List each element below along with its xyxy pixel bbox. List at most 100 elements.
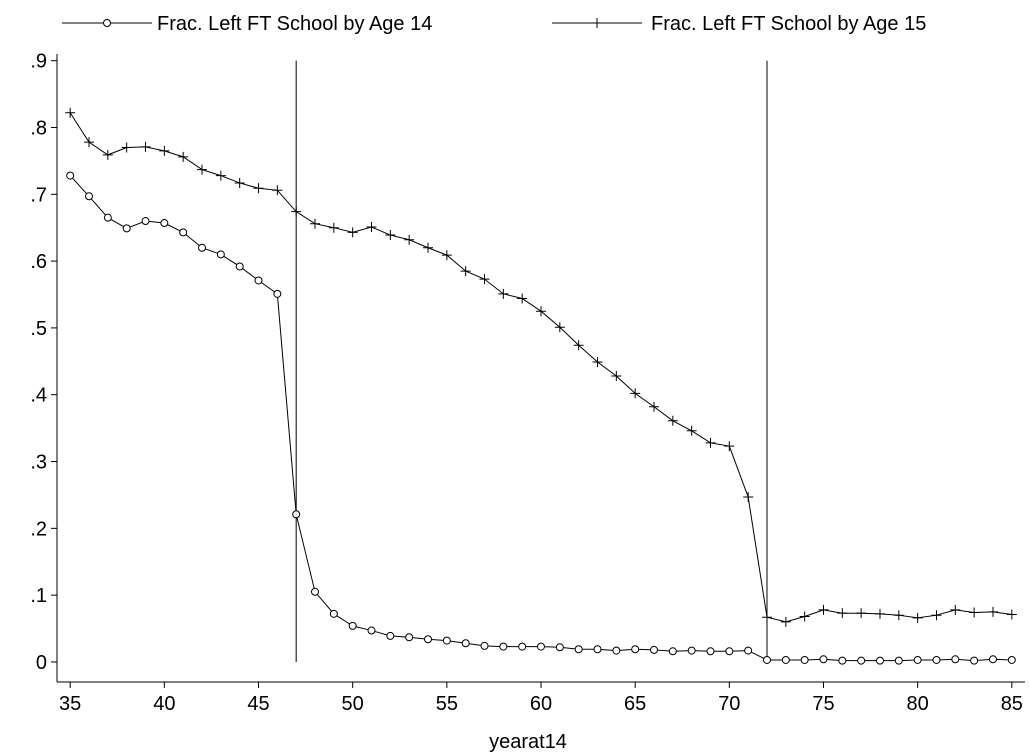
data-point [762,655,771,664]
x-tick-label: 60 [530,693,552,715]
data-point [667,415,678,426]
data-point [686,425,697,436]
data-point [424,635,433,644]
y-tick-label: .7 [30,184,47,206]
data-point [310,218,321,229]
data-point [234,177,245,188]
data-point [272,185,283,196]
data-point [179,228,188,237]
data-point [198,243,207,252]
data-point [328,222,339,233]
data-point [724,441,735,452]
data-point [499,642,508,651]
data-point [593,645,602,654]
data-point [912,612,923,623]
data-point [178,151,189,162]
data-point [725,647,734,656]
data-point [874,608,885,619]
data-point [932,655,941,664]
data-point [216,250,225,259]
data-point [85,192,94,201]
legend: Frac. Left FT School by Age 14 Frac. Lef… [62,13,926,35]
data-point [254,276,263,285]
data-point [140,141,151,152]
x-tick-label: 35 [59,693,81,715]
data-point [386,631,395,640]
data-point [273,289,282,298]
data-point [348,621,357,630]
data-point [668,647,677,656]
data-point [573,340,584,351]
data-point [744,646,753,655]
data-point [555,643,564,652]
data-point [970,656,979,665]
data-point [611,371,622,382]
data-point [461,639,470,648]
data-point [102,149,113,160]
data-point [121,142,132,153]
data-point [405,633,414,642]
data-point [423,242,434,253]
data-point [367,626,376,635]
x-tick-label: 85 [1001,693,1023,715]
data-point [592,356,603,367]
reference-lines [295,60,768,662]
data-point [648,401,659,412]
x-tick-label: 50 [342,693,364,715]
x-tick-label: 40 [153,693,175,715]
data-point [291,206,302,217]
data-point [987,606,998,617]
data-point [612,646,621,655]
data-point [480,641,489,650]
legend-marker-plus [592,18,602,28]
data-point [141,217,150,226]
legend-label-age14: Frac. Left FT School by Age 14 [157,13,432,35]
series-age15 [65,107,1017,627]
data-point [537,642,545,651]
data-point [442,636,451,645]
data-point [649,645,658,654]
series-group [65,107,1017,665]
data-point [215,170,226,181]
data-point [931,610,942,621]
x-axis-label: yearat14 [489,731,567,752]
x-tick-label: 65 [624,693,646,715]
data-point [498,288,509,299]
data-point [479,274,490,285]
data-point [838,656,847,665]
data-point [554,322,565,333]
x-tick-label: 80 [907,693,929,715]
data-point [235,262,244,271]
data-point [311,587,320,596]
data-point [253,183,264,194]
data-point [856,608,867,619]
data-point [329,609,338,618]
data-point [687,646,696,655]
x-tick-label: 55 [436,693,458,715]
data-point [743,491,754,502]
data-point [951,655,960,664]
data-point [518,642,527,651]
axes: 0 .1 .2 .3 .4 .5 .6 .7 .8 .9 35 40 45 50 55 60 65 70 75 80 8… [30,51,1025,715]
data-point [893,610,904,621]
y-tick-label: .9 [30,51,47,73]
legend-entry-age14: Frac. Left FT School by Age 14 [62,13,432,35]
y-tick-label: .3 [30,452,47,474]
y-tick-label: 0 [36,652,47,674]
data-point [799,611,810,622]
data-point [819,655,828,664]
data-point [103,213,112,222]
y-tick-label: .8 [30,117,47,139]
data-point [366,222,377,233]
data-point [159,145,170,156]
data-point [988,655,997,664]
series-line [69,112,1012,623]
data-point [517,293,528,304]
data-point [197,164,208,175]
data-point [818,604,829,615]
data-point [631,645,640,654]
data-point [705,437,716,448]
data-point [122,224,131,233]
data-point [837,608,848,619]
legend-entry-age15: Frac. Left FT School by Age 15 [552,13,926,35]
